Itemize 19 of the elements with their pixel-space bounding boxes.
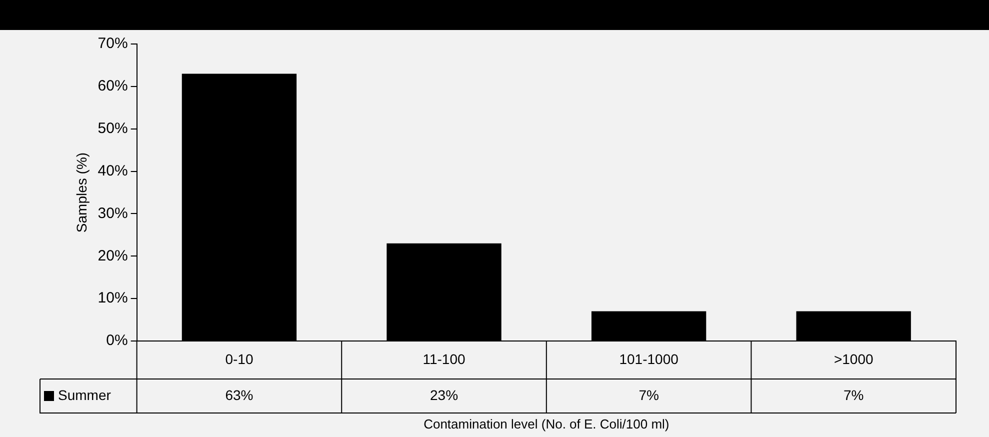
y-tick-label: 30% — [98, 204, 128, 222]
data-label: 23% — [430, 386, 458, 403]
x-tick-label: 11-100 — [422, 350, 466, 367]
x-tick-label: 101-1000 — [619, 350, 679, 367]
y-tick-label: 20% — [98, 247, 128, 264]
y-tick-label: 50% — [98, 120, 128, 137]
legend-label: Summer — [58, 386, 112, 403]
data-label: 7% — [638, 386, 659, 403]
x-tick-label: 0-10 — [225, 350, 254, 367]
x-tick-label: >1000 — [834, 350, 874, 367]
y-tick-label: 0% — [106, 332, 128, 350]
y-tick-label: 60% — [98, 78, 128, 95]
y-axis-title: Samples (%) — [73, 152, 90, 233]
data-label: 7% — [843, 386, 864, 403]
data-label: 63% — [225, 386, 254, 403]
y-tick-label: 70% — [98, 35, 128, 52]
x-axis-title: Contamination level (No. of E. Coli/100 ml) — [424, 416, 670, 432]
y-tick-label: 10% — [98, 290, 128, 307]
y-tick-label: 40% — [98, 162, 128, 180]
